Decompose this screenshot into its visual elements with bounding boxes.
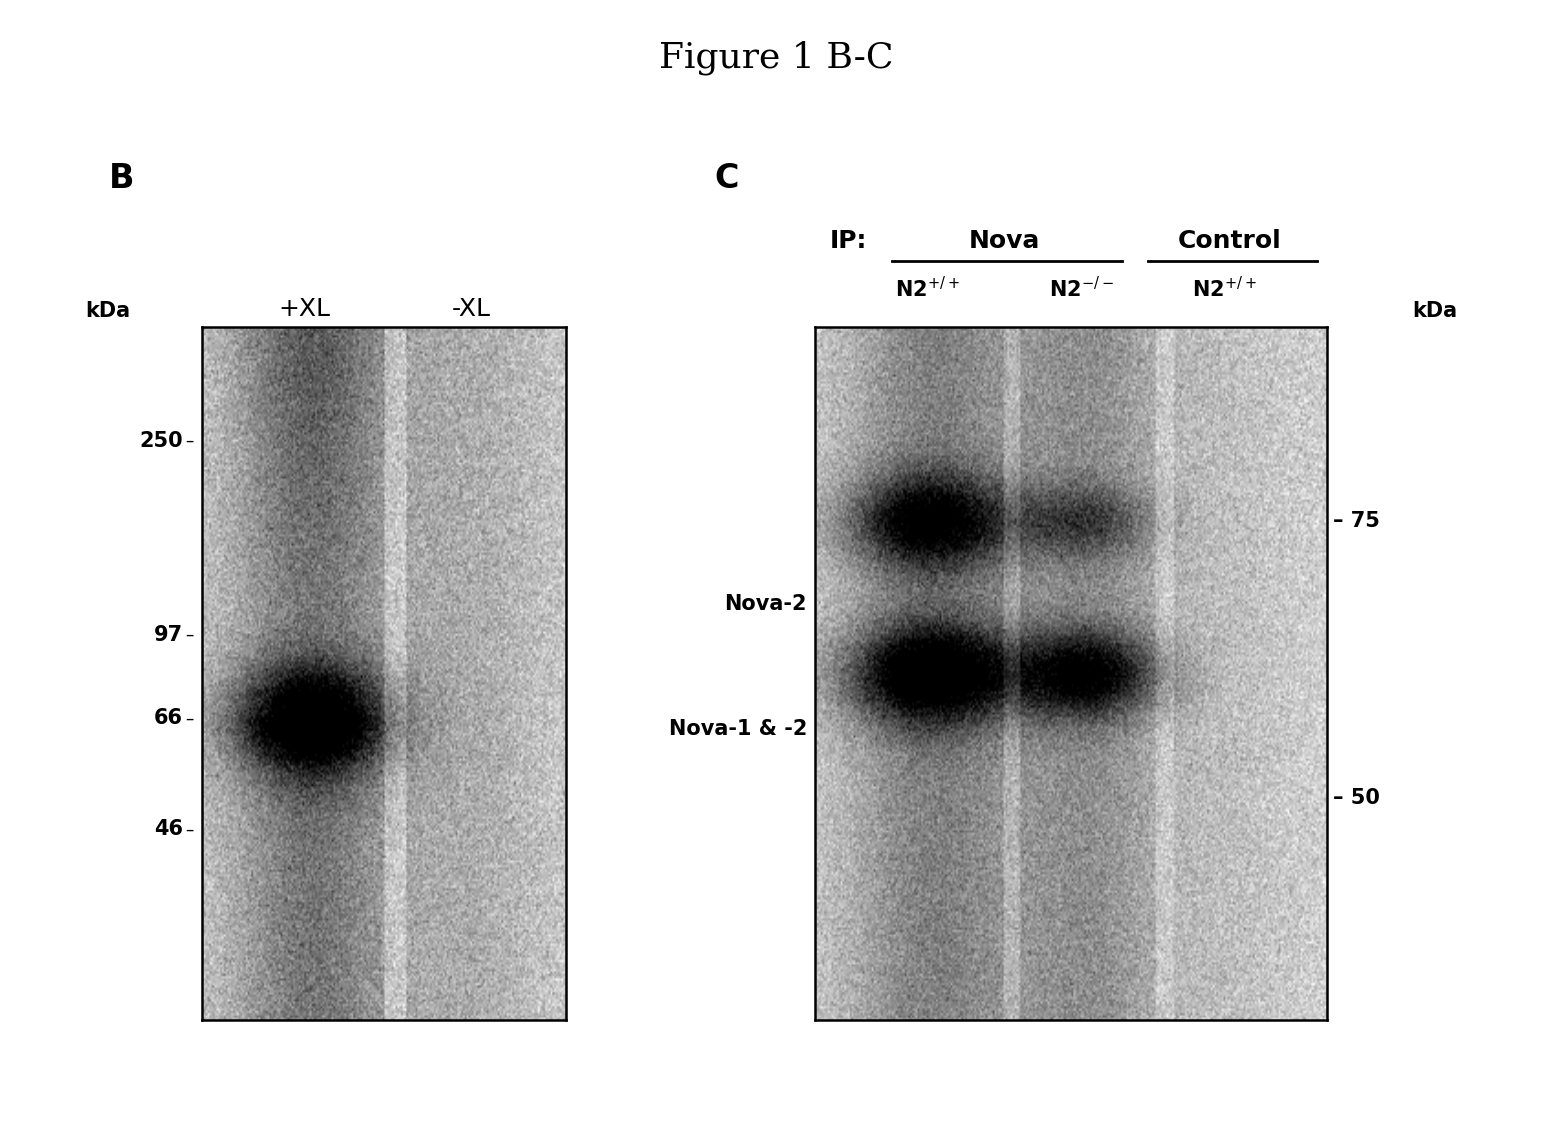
Text: Nova-1 & -2: Nova-1 & -2 xyxy=(669,719,807,739)
Text: 66: 66 xyxy=(154,708,183,729)
Text: +XL: +XL xyxy=(278,297,331,321)
Text: 46: 46 xyxy=(154,819,183,839)
Text: – 50: – 50 xyxy=(1333,788,1380,808)
Text: 97: 97 xyxy=(154,625,183,645)
Text: –: – xyxy=(186,821,194,838)
Text: kDa: kDa xyxy=(1412,301,1457,321)
Text: N2$^{+/+}$: N2$^{+/+}$ xyxy=(1192,276,1257,301)
Text: – 75: – 75 xyxy=(1333,511,1380,531)
Text: –: – xyxy=(186,626,194,644)
Text: Control: Control xyxy=(1178,229,1282,252)
Text: –: – xyxy=(186,432,194,450)
Text: IP:: IP: xyxy=(830,229,868,252)
Text: B: B xyxy=(109,162,133,195)
Text: N2$^{+/+}$: N2$^{+/+}$ xyxy=(896,276,959,301)
Text: kDa: kDa xyxy=(85,301,130,321)
Text: Nova-2: Nova-2 xyxy=(725,594,807,614)
Text: -XL: -XL xyxy=(452,297,490,321)
Text: Nova: Nova xyxy=(968,229,1040,252)
Text: N2$^{-/-}$: N2$^{-/-}$ xyxy=(1049,276,1114,301)
Text: –: – xyxy=(186,709,194,728)
Text: C: C xyxy=(714,162,739,195)
Text: 250: 250 xyxy=(140,431,183,452)
Text: Figure 1 B-C: Figure 1 B-C xyxy=(658,40,894,74)
